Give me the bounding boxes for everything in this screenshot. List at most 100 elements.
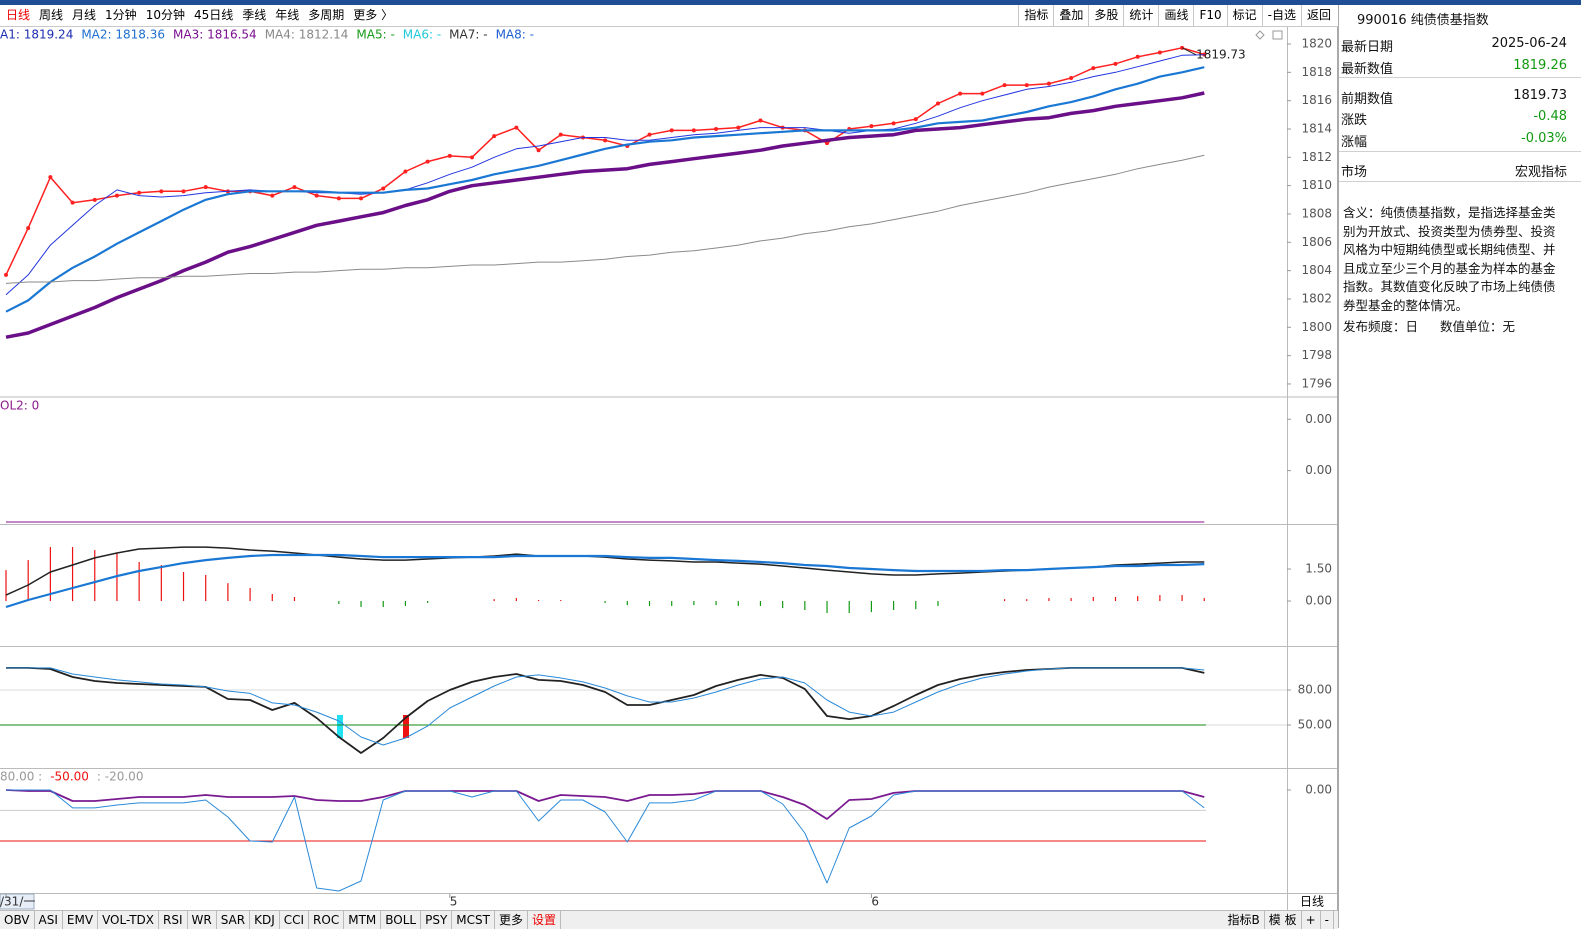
info-row: 最新数值 1819.26 <box>1341 58 1567 78</box>
y-tick-label: 0.00 <box>1305 463 1332 477</box>
y-tick-label: 0.00 <box>1305 782 1332 796</box>
point <box>26 226 31 231</box>
point <box>447 153 452 158</box>
indicator-tab[interactable]: EMV <box>63 911 99 929</box>
period-button[interactable]: 1分钟 <box>105 8 137 22</box>
point <box>270 193 275 198</box>
point <box>913 117 918 122</box>
indicator-tab[interactable]: 更多 <box>495 911 528 929</box>
y-tick-label: 1816 <box>1301 93 1332 107</box>
plot <box>5 546 1205 613</box>
legend-entry: A1: 1819.24 <box>0 28 73 42</box>
period-button[interactable]: 月线 <box>72 8 97 22</box>
tool-button[interactable]: -自选 <box>1261 5 1301 26</box>
info-row: 最新日期 2025-06-24 <box>1341 36 1567 56</box>
y-tick-label: 50.00 <box>1298 718 1332 732</box>
y-tick-label: 80.00 <box>1298 682 1332 696</box>
y-tick-label: 1818 <box>1301 65 1332 79</box>
series-line <box>5 789 1205 820</box>
indicator-tab[interactable]: WR <box>188 911 217 929</box>
unit: 数值单位：无 <box>1440 319 1516 334</box>
point <box>203 185 208 190</box>
point <box>1135 54 1140 59</box>
description: 含义：纯债债基指数，是指选择基金类别为开放式、投资类型为债券型、投资风格为中短期… <box>1343 205 1556 313</box>
info-value: 宏观指标 <box>1514 165 1567 180</box>
tool-button[interactable]: F10 <box>1193 5 1226 26</box>
period-button[interactable]: 年线 <box>275 8 300 22</box>
settings-tab[interactable]: 设置 <box>528 911 562 929</box>
tool-button[interactable]: 统计 <box>1123 5 1158 26</box>
point <box>292 185 297 190</box>
indicator-tabs: OBV ASI EMV VOL-TDX RSI WR SAR KDJ CCI ROC MTM BOLL… <box>0 910 1338 929</box>
indicator-tab[interactable]: PSY <box>421 911 453 929</box>
point <box>669 128 674 133</box>
point <box>1046 81 1051 86</box>
indicator-tab[interactable]: ASI <box>35 911 63 929</box>
period-button[interactable]: 45日线 <box>193 8 234 22</box>
info-label: 涨跌 <box>1341 113 1368 128</box>
point <box>425 159 430 164</box>
period-button[interactable]: 10分钟 <box>145 8 185 22</box>
series-line <box>6 667 1205 754</box>
point <box>159 189 164 194</box>
indicator-tab[interactable]: ROC <box>309 911 345 929</box>
indicator-tab[interactable]: OBV <box>0 911 35 929</box>
period-button[interactable]: 周线 <box>39 8 64 22</box>
point <box>958 91 963 96</box>
series-line <box>5 553 1205 609</box>
legend-entry: MA5: - <box>356 28 394 42</box>
point <box>714 126 719 131</box>
tab-tool[interactable]: 模 板 <box>1265 911 1302 929</box>
period-button[interactable]: 日线 <box>6 8 31 22</box>
tab-tool[interactable]: - <box>1321 911 1334 929</box>
y-tick-label: 1.50 <box>1305 562 1332 576</box>
indicator-tab[interactable]: VOL-TDX <box>98 911 159 929</box>
tab-tool[interactable]: + <box>1302 911 1321 929</box>
y-tick-label: 1814 <box>1301 121 1332 135</box>
point <box>514 125 519 130</box>
series-line <box>5 47 1205 276</box>
toolbar: 日线 周线 月线 1分钟 10分钟 45日线 季线 年线 多周期 更多 〉 指标 叠加 多股 统计 画线 F… <box>0 5 1338 27</box>
indicator-tab[interactable]: CCI <box>280 911 310 929</box>
point <box>114 193 119 198</box>
info-value: -0.48 <box>1533 109 1567 124</box>
separator <box>1339 77 1581 78</box>
indicator-tab[interactable]: RSI <box>159 911 188 929</box>
title-band <box>0 0 1581 5</box>
period-button[interactable]: 多周期 <box>308 8 345 22</box>
indicator-tab[interactable]: KDJ <box>250 911 280 929</box>
cursor-date-box <box>0 893 35 910</box>
point <box>359 196 364 201</box>
tool-button[interactable]: 多股 <box>1088 5 1123 26</box>
y-tick-label: 1800 <box>1301 320 1332 334</box>
info-value: 1819.73 <box>1513 88 1567 103</box>
point <box>492 134 497 139</box>
legend-entry: 80.00 : <box>0 770 42 784</box>
tool-button[interactable]: 标记 <box>1226 5 1262 26</box>
y-tick-label: 1820 <box>1301 37 1332 51</box>
tool-button[interactable]: 叠加 <box>1053 5 1088 26</box>
indicator-tab[interactable]: SAR <box>217 911 251 929</box>
legend-entry: MA7: - <box>449 28 487 42</box>
tool-button[interactable]: 画线 <box>1158 5 1193 26</box>
indicator-tab[interactable]: MCST <box>452 911 495 929</box>
point <box>1113 61 1118 66</box>
period-button[interactable]: 季线 <box>242 8 267 22</box>
tool-button[interactable]: 指标 <box>1018 5 1053 26</box>
indicator-tab[interactable]: BOLL <box>381 911 422 929</box>
point <box>92 197 97 202</box>
point <box>980 91 985 96</box>
point <box>1002 83 1007 88</box>
indicator-tab[interactable]: MTM <box>344 911 382 929</box>
tool-button[interactable]: 返回 <box>1300 5 1336 26</box>
point <box>181 189 186 194</box>
info-label: 涨幅 <box>1341 135 1368 150</box>
frequency: 发布频度：日 <box>1343 319 1419 334</box>
period-button[interactable]: 更多 〉 <box>353 8 394 22</box>
value-annotation: 1819.73 <box>1196 47 1246 61</box>
tab-tool[interactable]: 指标B <box>1224 911 1265 929</box>
tab-tools: 指标B 模 板 + - <box>1224 911 1334 929</box>
y-tick-label: 1796 <box>1301 376 1332 390</box>
point <box>736 125 741 130</box>
y-tick-label: 1798 <box>1301 348 1332 362</box>
